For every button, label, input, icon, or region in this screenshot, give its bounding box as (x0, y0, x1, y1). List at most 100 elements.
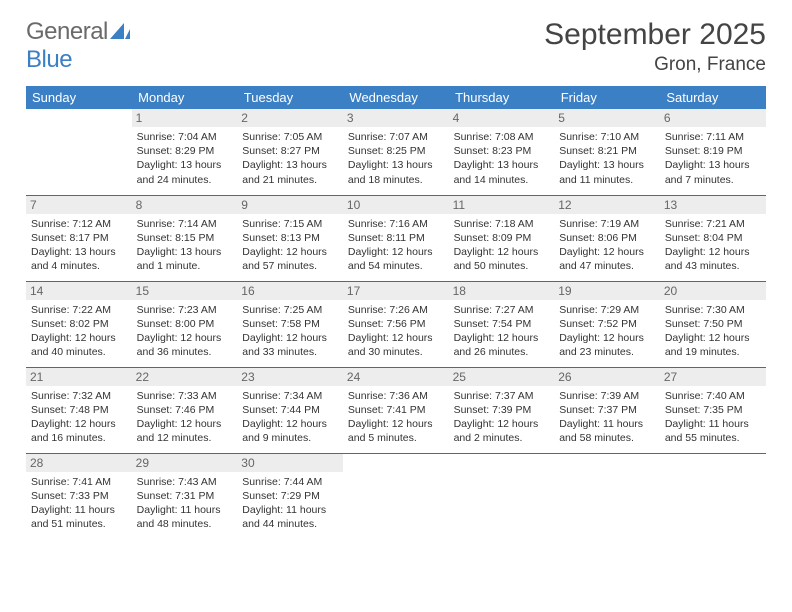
day-cell: 7 Sunrise: 7:12 AMSunset: 8:17 PMDaylight… (26, 195, 132, 281)
daylight-line1: Daylight: 11 hours (242, 503, 338, 517)
sunset: Sunset: 7:44 PM (242, 403, 338, 417)
day-details: Sunrise: 7:30 AMSunset: 7:50 PMDaylight:… (665, 303, 761, 360)
day-number: 27 (660, 368, 766, 386)
daylight-line2: and 14 minutes. (454, 173, 550, 187)
title-block: September 2025 Gron, France (544, 18, 766, 76)
day-details: Sunrise: 7:34 AMSunset: 7:44 PMDaylight:… (242, 389, 338, 446)
day-cell: 1 Sunrise: 7:04 AMSunset: 8:29 PMDaylight… (132, 109, 238, 195)
sunset: Sunset: 8:27 PM (242, 144, 338, 158)
day-cell: 17Sunrise: 7:26 AMSunset: 7:56 PMDayligh… (343, 281, 449, 367)
day-cell: 8Sunrise: 7:14 AMSunset: 8:15 PMDaylight… (132, 195, 238, 281)
day-details: Sunrise: 7:32 AMSunset: 7:48 PMDaylight:… (31, 389, 127, 446)
week-row: 21Sunrise: 7:32 AMSunset: 7:48 PMDayligh… (26, 367, 766, 453)
day-details: Sunrise: 7:33 AMSunset: 7:46 PMDaylight:… (137, 389, 233, 446)
daylight-line1: Daylight: 13 hours (137, 245, 233, 259)
sunrise: Sunrise: 7:04 AM (137, 130, 233, 144)
sunrise: Sunrise: 7:19 AM (559, 217, 655, 231)
sunrise: Sunrise: 7:12 AM (31, 217, 127, 231)
sunset: Sunset: 7:58 PM (242, 317, 338, 331)
day-cell: 30 Sunrise: 7:44 AMSunset: 7:29 PMDayligh… (237, 453, 343, 539)
daylight-line1: Daylight: 12 hours (137, 331, 233, 345)
day-cell: 15Sunrise: 7:23 AMSunset: 8:00 PMDayligh… (132, 281, 238, 367)
week-row: 28 Sunrise: 7:41 AMSunset: 7:33 PMDayligh… (26, 453, 766, 539)
sunset: Sunset: 7:29 PM (242, 489, 338, 503)
day-number: 1 (132, 109, 238, 127)
daylight-line2: and 26 minutes. (454, 345, 550, 359)
sunset: Sunset: 7:33 PM (31, 489, 127, 503)
sunset: Sunset: 7:31 PM (137, 489, 233, 503)
daylight-line1: Daylight: 12 hours (454, 331, 550, 345)
daylight-line1: Daylight: 11 hours (559, 417, 655, 431)
day-cell: 20Sunrise: 7:30 AMSunset: 7:50 PMDayligh… (660, 281, 766, 367)
day-cell: 5Sunrise: 7:10 AMSunset: 8:21 PMDaylight… (554, 109, 660, 195)
day-number: 17 (343, 282, 449, 300)
daylight-line1: Daylight: 13 hours (454, 158, 550, 172)
daylight-line2: and 21 minutes. (242, 173, 338, 187)
daylight-line2: and 43 minutes. (665, 259, 761, 273)
sunrise: Sunrise: 7:25 AM (242, 303, 338, 317)
day-cell: 12Sunrise: 7:19 AMSunset: 8:06 PMDayligh… (554, 195, 660, 281)
daylight-line1: Daylight: 12 hours (242, 417, 338, 431)
day-number: 18 (449, 282, 555, 300)
daylight-line2: and 33 minutes. (242, 345, 338, 359)
day-details: Sunrise: 7:39 AMSunset: 7:37 PMDaylight:… (559, 389, 655, 446)
daylight-line2: and 11 minutes. (559, 173, 655, 187)
day-details: Sunrise: 7:10 AMSunset: 8:21 PMDaylight:… (559, 130, 655, 187)
day-cell: 16Sunrise: 7:25 AMSunset: 7:58 PMDayligh… (237, 281, 343, 367)
day-number: 29 (132, 454, 238, 472)
header: General Blue September 2025 Gron, France (26, 18, 766, 76)
day-header-row: SundayMondayTuesdayWednesdayThursdayFrid… (26, 86, 766, 109)
day-details: Sunrise: 7:11 AMSunset: 8:19 PMDaylight:… (665, 130, 761, 187)
day-details: Sunrise: 7:14 AMSunset: 8:15 PMDaylight:… (137, 217, 233, 274)
sunrise: Sunrise: 7:18 AM (454, 217, 550, 231)
sunrise: Sunrise: 7:10 AM (559, 130, 655, 144)
day-details: Sunrise: 7:41 AMSunset: 7:33 PMDaylight:… (31, 475, 127, 532)
day-cell: 4Sunrise: 7:08 AMSunset: 8:23 PMDaylight… (449, 109, 555, 195)
day-details: Sunrise: 7:04 AMSunset: 8:29 PMDaylight:… (137, 130, 233, 187)
day-number: 30 (237, 454, 343, 472)
day-number: 12 (554, 196, 660, 214)
day-cell: 9 Sunrise: 7:15 AMSunset: 8:13 PMDaylight… (237, 195, 343, 281)
daylight-line2: and 48 minutes. (137, 517, 233, 531)
sunrise: Sunrise: 7:39 AM (559, 389, 655, 403)
day-number: 9 (237, 196, 343, 214)
sunset: Sunset: 8:04 PM (665, 231, 761, 245)
day-cell: 24Sunrise: 7:36 AMSunset: 7:41 PMDayligh… (343, 367, 449, 453)
logo: General Blue (26, 18, 130, 74)
day-details: Sunrise: 7:23 AMSunset: 8:00 PMDaylight:… (137, 303, 233, 360)
sunrise: Sunrise: 7:32 AM (31, 389, 127, 403)
sunset: Sunset: 8:06 PM (559, 231, 655, 245)
sunrise: Sunrise: 7:44 AM (242, 475, 338, 489)
daylight-line1: Daylight: 13 hours (665, 158, 761, 172)
day-details: Sunrise: 7:27 AMSunset: 7:54 PMDaylight:… (454, 303, 550, 360)
daylight-line2: and 23 minutes. (559, 345, 655, 359)
day-cell: 23Sunrise: 7:34 AMSunset: 7:44 PMDayligh… (237, 367, 343, 453)
day-cell: 2Sunrise: 7:05 AMSunset: 8:27 PMDaylight… (237, 109, 343, 195)
day-header: Friday (554, 86, 660, 109)
daylight-line2: and 55 minutes. (665, 431, 761, 445)
day-details: Sunrise: 7:07 AMSunset: 8:25 PMDaylight:… (348, 130, 444, 187)
sunset: Sunset: 8:00 PM (137, 317, 233, 331)
day-cell: 14Sunrise: 7:22 AMSunset: 8:02 PMDayligh… (26, 281, 132, 367)
day-details: Sunrise: 7:21 AMSunset: 8:04 PMDaylight:… (665, 217, 761, 274)
week-row: 1 Sunrise: 7:04 AMSunset: 8:29 PMDaylight… (26, 109, 766, 195)
day-details: Sunrise: 7:15 AMSunset: 8:13 PMDaylight:… (242, 217, 338, 274)
daylight-line2: and 5 minutes. (348, 431, 444, 445)
sunset: Sunset: 7:41 PM (348, 403, 444, 417)
week-row: 14Sunrise: 7:22 AMSunset: 8:02 PMDayligh… (26, 281, 766, 367)
day-number: 28 (26, 454, 132, 472)
day-details: Sunrise: 7:36 AMSunset: 7:41 PMDaylight:… (348, 389, 444, 446)
daylight-line1: Daylight: 13 hours (31, 245, 127, 259)
day-number: 10 (343, 196, 449, 214)
sunrise: Sunrise: 7:29 AM (559, 303, 655, 317)
daylight-line1: Daylight: 12 hours (242, 245, 338, 259)
day-cell: 3Sunrise: 7:07 AMSunset: 8:25 PMDaylight… (343, 109, 449, 195)
sunset: Sunset: 8:02 PM (31, 317, 127, 331)
day-number: 2 (237, 109, 343, 127)
daylight-line1: Daylight: 12 hours (348, 417, 444, 431)
day-number: 7 (26, 196, 132, 214)
day-details: Sunrise: 7:12 AMSunset: 8:17 PMDaylight:… (31, 217, 127, 274)
day-details: Sunrise: 7:22 AMSunset: 8:02 PMDaylight:… (31, 303, 127, 360)
day-cell: 22Sunrise: 7:33 AMSunset: 7:46 PMDayligh… (132, 367, 238, 453)
daylight-line1: Daylight: 12 hours (454, 245, 550, 259)
